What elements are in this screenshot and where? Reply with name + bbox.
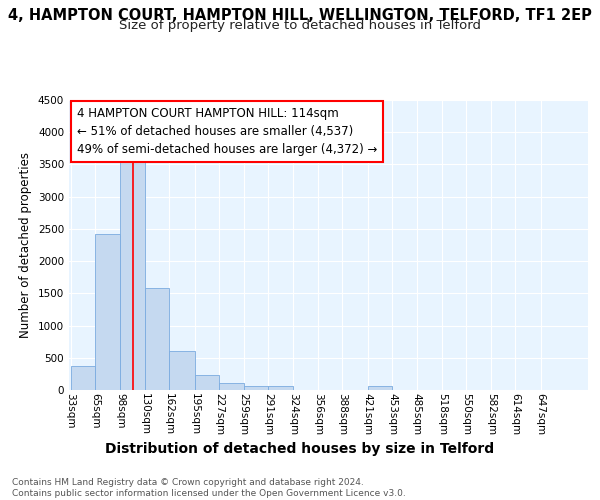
Text: Distribution of detached houses by size in Telford: Distribution of detached houses by size …: [106, 442, 494, 456]
Bar: [145, 288, 169, 390]
Bar: [368, 386, 392, 390]
Text: 4, HAMPTON COURT, HAMPTON HILL, WELLINGTON, TELFORD, TF1 2EP: 4, HAMPTON COURT, HAMPTON HILL, WELLINGT…: [8, 8, 592, 22]
Bar: [268, 386, 293, 390]
Bar: [194, 374, 219, 390]
Bar: [120, 156, 145, 390]
Text: Contains HM Land Registry data © Crown copyright and database right 2024.
Contai: Contains HM Land Registry data © Crown c…: [12, 478, 406, 498]
Bar: [244, 386, 268, 390]
Bar: [71, 366, 95, 390]
Bar: [169, 352, 194, 390]
Text: Size of property relative to detached houses in Telford: Size of property relative to detached ho…: [119, 19, 481, 32]
Text: 4 HAMPTON COURT HAMPTON HILL: 114sqm
← 51% of detached houses are smaller (4,537: 4 HAMPTON COURT HAMPTON HILL: 114sqm ← 5…: [77, 108, 377, 156]
Bar: [219, 383, 244, 390]
Y-axis label: Number of detached properties: Number of detached properties: [19, 152, 32, 338]
Bar: [95, 234, 120, 390]
